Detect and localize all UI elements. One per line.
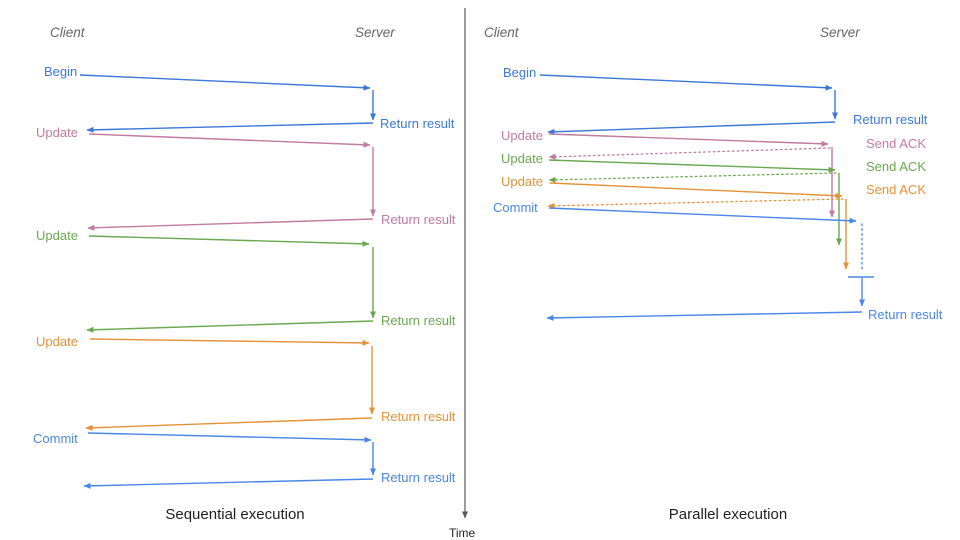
seq-client-header: Client xyxy=(50,25,86,40)
parallel-diagram: Client Server Begin Return result Update… xyxy=(484,25,943,523)
seq-update1-response-label: Return result xyxy=(381,212,456,227)
seq-update1-label: Update xyxy=(36,125,78,140)
par-message-update1: Update Send ACK xyxy=(501,128,926,218)
seq-begin-response-label: Return result xyxy=(380,116,455,131)
seq-commit-label: Commit xyxy=(33,431,78,446)
seq-message-update2: Update Return result xyxy=(36,228,456,333)
seq-update2-return-arrow xyxy=(86,320,374,333)
seq-begin-label: Begin xyxy=(44,64,77,79)
par-update3-ack-label: Send ACK xyxy=(866,182,926,197)
seq-update3-label: Update xyxy=(36,334,78,349)
seq-update2-request-arrow xyxy=(88,235,370,247)
sequential-title: Sequential execution xyxy=(165,506,304,523)
par-update3-label: Update xyxy=(501,174,543,189)
par-update1-ack-label: Send ACK xyxy=(866,136,926,151)
seq-message-commit: Commit Return result xyxy=(33,431,456,489)
seq-message-update1: Update Return result xyxy=(36,125,456,231)
par-begin-response-label: Return result xyxy=(853,112,928,127)
seq-update1-return-arrow xyxy=(87,218,374,231)
par-begin-label: Begin xyxy=(503,65,536,80)
time-axis-label: Time xyxy=(449,526,476,540)
parallel-title: Parallel execution xyxy=(669,506,787,523)
par-update1-request-arrow xyxy=(548,133,829,147)
seq-update1-request-arrow xyxy=(88,133,371,148)
par-commit-label: Commit xyxy=(493,200,538,215)
par-update3-ack-dotted-arrow xyxy=(547,198,844,209)
par-server-header: Server xyxy=(820,25,860,40)
seq-update3-response-label: Return result xyxy=(381,409,456,424)
seq-message-begin: Begin Return result xyxy=(44,64,455,133)
par-update1-label: Update xyxy=(501,128,543,143)
par-update2-ack-label: Send ACK xyxy=(866,159,926,174)
par-message-commit: Commit Return result xyxy=(493,200,943,322)
time-axis: Time xyxy=(449,8,476,540)
seq-begin-request-arrow xyxy=(79,74,371,91)
par-update3-request-arrow xyxy=(549,182,843,199)
seq-server-header: Server xyxy=(355,25,395,40)
par-begin-return-arrow xyxy=(547,121,836,135)
seq-update2-label: Update xyxy=(36,228,78,243)
par-message-update2: Update Send ACK xyxy=(501,151,926,246)
par-message-update3: Update Send ACK xyxy=(501,174,926,270)
par-update2-ack-dotted-arrow xyxy=(548,172,837,183)
sequential-diagram: Client Server Begin Return result Update… xyxy=(33,25,456,523)
par-update2-label: Update xyxy=(501,151,543,166)
seq-update3-request-arrow xyxy=(89,338,370,346)
seq-commit-response-label: Return result xyxy=(381,470,456,485)
par-client-header: Client xyxy=(484,25,520,40)
seq-commit-request-arrow xyxy=(87,432,372,443)
seq-begin-return-arrow xyxy=(86,122,374,133)
seq-update3-return-arrow xyxy=(85,417,373,431)
seq-message-update3: Update Return result xyxy=(36,334,456,431)
seq-update2-response-label: Return result xyxy=(381,313,456,328)
par-commit-request-arrow xyxy=(548,207,857,224)
seq-commit-return-arrow xyxy=(83,478,374,489)
par-update1-ack-dotted-arrow xyxy=(548,147,831,160)
par-begin-request-arrow xyxy=(539,74,833,91)
par-commit-response-label: Return result xyxy=(868,307,943,322)
par-commit-return-arrow xyxy=(546,311,863,321)
par-message-begin: Begin Return result xyxy=(503,65,928,135)
par-update2-request-arrow xyxy=(548,159,836,173)
